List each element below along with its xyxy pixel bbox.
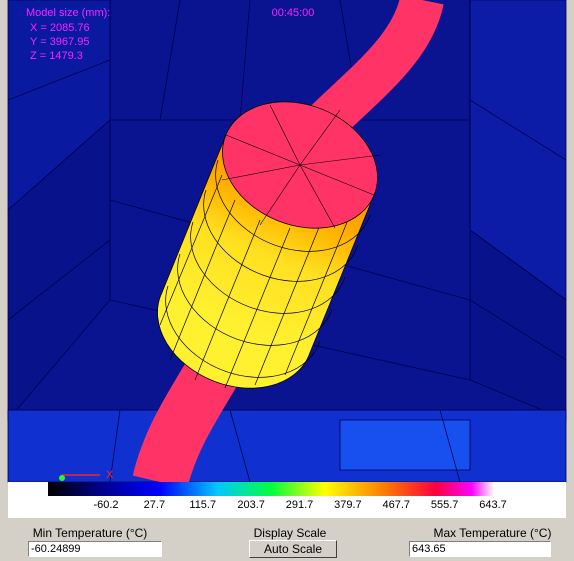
color-scale — [48, 482, 494, 496]
scale-label: 203.7 — [237, 499, 265, 511]
sim-time: 00:45:00 — [272, 7, 315, 19]
viewport: X Model size (mm): X = 2085.76 Y = 3967.… — [7, 0, 567, 518]
scale-label: 643.7 — [479, 499, 507, 511]
display-label: Display Scale — [253, 526, 327, 540]
size-x: X = 2085.76 — [30, 22, 90, 34]
scale-label: 467.7 — [382, 499, 410, 511]
info-title: Model size (mm): — [26, 7, 110, 19]
auto-scale-button[interactable]: Auto Scale — [249, 540, 337, 558]
min-label: Min Temperature (°C) — [32, 526, 148, 540]
scale-label: 115.7 — [189, 499, 216, 511]
size-z: Z = 1479.3 — [30, 50, 83, 62]
model-info: Model size (mm): X = 2085.76 Y = 3967.95… — [26, 7, 110, 62]
min-input[interactable]: -60.24899 — [28, 541, 162, 557]
max-input[interactable]: 643.65 — [409, 541, 551, 557]
cylinder — [157, 101, 381, 389]
axis-triad — [59, 474, 100, 481]
size-y: Y = 3967.95 — [30, 36, 89, 48]
axis-label: X — [106, 469, 114, 481]
scale-label: 27.7 — [144, 499, 165, 511]
scale-label: -60.2 — [93, 499, 118, 511]
scale-label: 555.7 — [431, 499, 459, 511]
scale-label: 291.7 — [286, 499, 314, 511]
scale-label: 379.7 — [334, 499, 362, 511]
max-label: Max Temperature (°C) — [433, 526, 552, 540]
